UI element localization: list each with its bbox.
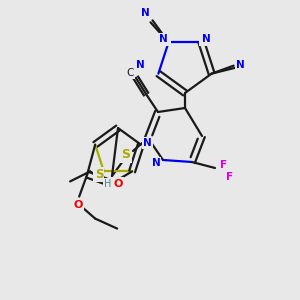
Text: F: F <box>226 172 234 182</box>
Text: F: F <box>224 173 232 183</box>
Text: N: N <box>143 138 152 148</box>
Text: F: F <box>220 161 228 171</box>
Text: S: S <box>122 148 130 161</box>
Text: O: O <box>74 200 83 210</box>
Text: O: O <box>113 178 123 189</box>
Text: N: N <box>114 179 122 189</box>
Text: N: N <box>141 8 150 18</box>
Text: N: N <box>136 60 144 70</box>
Text: N: N <box>161 35 170 45</box>
Text: N: N <box>200 35 209 45</box>
Text: N: N <box>202 34 211 44</box>
Text: F: F <box>220 160 228 170</box>
Text: N: N <box>236 60 245 70</box>
Text: N: N <box>159 34 168 44</box>
Text: N: N <box>152 158 160 168</box>
Text: H: H <box>104 179 112 189</box>
Text: S: S <box>94 168 103 181</box>
Text: C: C <box>126 68 134 78</box>
